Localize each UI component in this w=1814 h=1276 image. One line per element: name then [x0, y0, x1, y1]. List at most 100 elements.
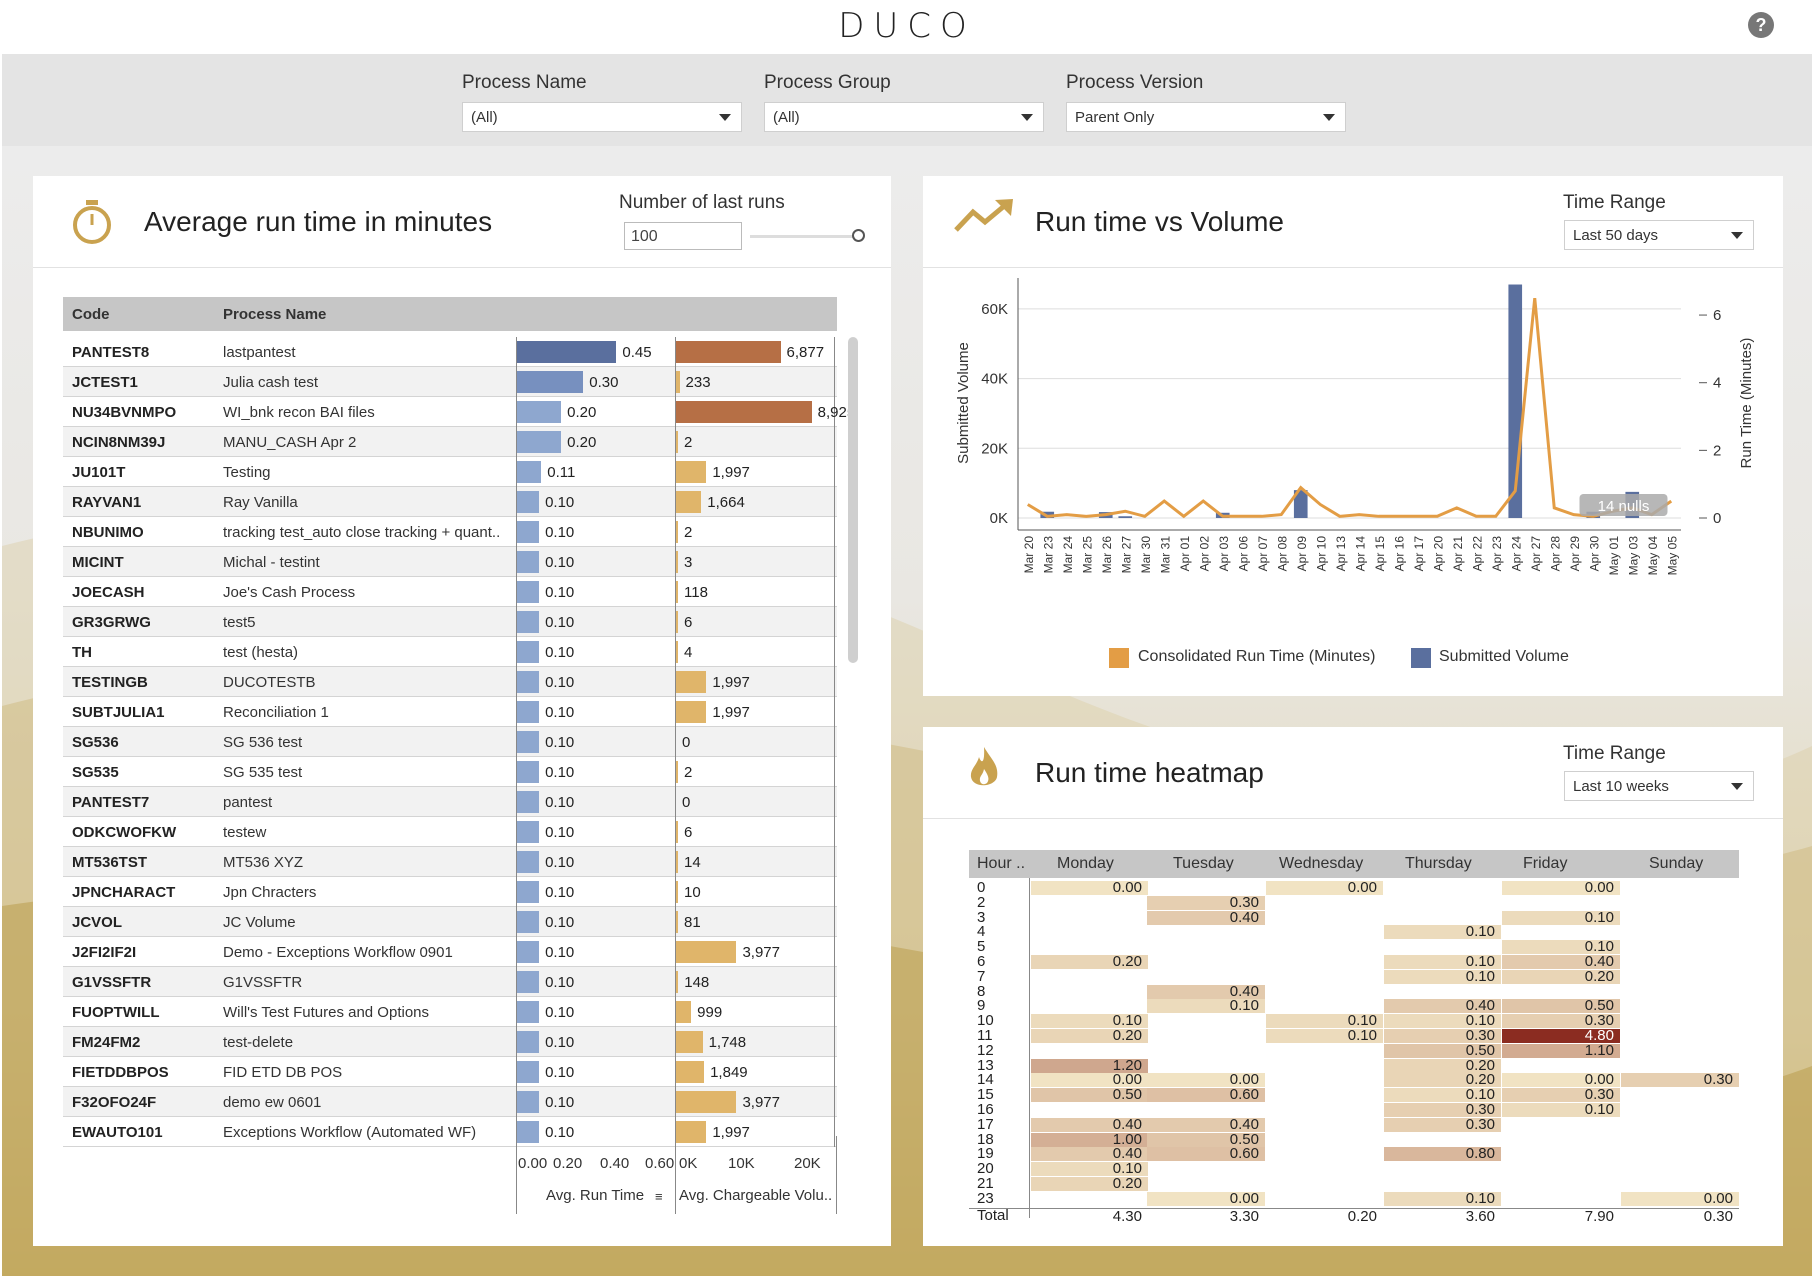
heatmap-day-header[interactable]: Tuesday	[1173, 855, 1234, 872]
table-row[interactable]: FUOPTWILL Will's Test Futures and Options…	[63, 997, 837, 1027]
heatmap-cell[interactable]: 0.10	[1384, 1087, 1501, 1103]
heatmap-cell[interactable]: 0.50	[1502, 998, 1620, 1014]
time-range-select[interactable]: Last 50 days	[1564, 220, 1754, 250]
table-row[interactable]: PANTEST7 pantest 0.10 0	[63, 787, 837, 817]
heatmap-cell[interactable]: 4.80	[1502, 1028, 1620, 1043]
table-row[interactable]: JCTEST1 Julia cash test 0.30 233	[63, 367, 837, 397]
table-row[interactable]: GR3GRWG test5 0.10 6	[63, 607, 837, 637]
table-row[interactable]: FIETDDBPOS FID ETD DB POS 0.10 1,849	[63, 1057, 837, 1087]
table-row[interactable]: RAYVAN1 Ray Vanilla 0.10 1,664	[63, 487, 837, 517]
process-group-select[interactable]: (All)	[764, 102, 1044, 132]
heatmap-cell[interactable]: 0.30	[1384, 1117, 1501, 1132]
heatmap-cell[interactable]: 0.20	[1502, 969, 1620, 984]
heatmap-cell[interactable]: 0.10	[1502, 939, 1620, 955]
runs-input[interactable]: 100	[624, 222, 742, 250]
heatmap-cell[interactable]: 0.50	[1031, 1087, 1148, 1103]
heatmap-cell[interactable]: 0.00	[1502, 1072, 1620, 1088]
heatmap-cell[interactable]: 0.30	[1621, 1072, 1739, 1088]
heatmap-cell[interactable]: 1.20	[1031, 1058, 1148, 1073]
sort-icon[interactable]: ≡	[655, 1189, 663, 1204]
table-row[interactable]: NBUNIMO tracking test_auto close tracking…	[63, 517, 837, 547]
table-row[interactable]: NU34BVNMPO WI_bnk recon BAI files 0.20 8,92…	[63, 397, 855, 427]
heatmap-range-select[interactable]: Last 10 weeks	[1564, 771, 1754, 801]
heatmap-cell[interactable]: 0.00	[1031, 1072, 1148, 1088]
column-header-code[interactable]: Code	[72, 306, 110, 323]
heatmap-cell[interactable]: 0.10	[1384, 969, 1501, 984]
heatmap-cell[interactable]: 0.50	[1147, 1132, 1265, 1147]
table-row[interactable]: TH test (hesta) 0.10 4	[63, 637, 837, 667]
heatmap-cell[interactable]: 0.00	[1621, 1191, 1739, 1206]
table-row[interactable]: SG535 SG 535 test 0.10 2	[63, 757, 837, 787]
heatmap-cell[interactable]: 0.20	[1384, 1072, 1501, 1088]
heatmap-cell[interactable]: 0.40	[1147, 984, 1265, 999]
process-version-select[interactable]: Parent Only	[1066, 102, 1346, 132]
heatmap-cell[interactable]: 0.10	[1502, 1102, 1620, 1117]
heatmap-cell[interactable]: 0.00	[1502, 880, 1620, 895]
table-row[interactable]: MICINT Michal - testint 0.10 3	[63, 547, 837, 577]
heatmap-day-header[interactable]: Friday	[1523, 855, 1568, 872]
table-row[interactable]: PANTEST8 lastpantest 0.45 6,877	[63, 337, 837, 367]
runs-slider-handle[interactable]	[852, 229, 865, 242]
heatmap-cell[interactable]: 0.20	[1031, 954, 1148, 969]
heatmap-cell[interactable]: 0.60	[1147, 1146, 1265, 1162]
table-row[interactable]: JCVOL JC Volume 0.10 81	[63, 907, 837, 937]
heatmap-cell[interactable]: 0.10	[1384, 1191, 1501, 1206]
heatmap-cell[interactable]: 0.40	[1147, 1117, 1265, 1132]
heatmap-cell[interactable]: 1.00	[1031, 1132, 1148, 1147]
heatmap-day-header[interactable]: Monday	[1057, 855, 1114, 872]
heatmap-cell[interactable]: 0.40	[1031, 1146, 1148, 1162]
heatmap-cell[interactable]: 0.00	[1147, 1191, 1265, 1206]
table-row[interactable]: EWAUTO101 Exceptions Workflow (Automated …	[63, 1117, 837, 1147]
help-icon[interactable]: ?	[1748, 12, 1774, 38]
heatmap-cell[interactable]: 1.10	[1502, 1043, 1620, 1058]
table-row[interactable]: SUBTJULIA1 Reconciliation 1 0.10 1,997	[63, 697, 837, 727]
table-row[interactable]: F32OFO24F demo ew 0601 0.10 3,977	[63, 1087, 837, 1117]
table-row[interactable]: JU101T Testing 0.11 1,997	[63, 457, 837, 487]
heatmap-cell[interactable]: 0.30	[1502, 1013, 1620, 1029]
heatmap-cell[interactable]: 0.30	[1502, 1087, 1620, 1103]
heatmap-cell[interactable]: 0.30	[1147, 895, 1265, 910]
heatmap-cell[interactable]: 0.10	[1147, 998, 1265, 1014]
heatmap-cell[interactable]: 0.30	[1384, 1102, 1501, 1117]
table-row[interactable]: JOECASH Joe's Cash Process 0.10 118	[63, 577, 837, 607]
table-row[interactable]: MT536TST MT536 XYZ 0.10 14	[63, 847, 837, 877]
heatmap-cell[interactable]: 0.10	[1266, 1028, 1383, 1043]
table-row[interactable]: ODKCWOFKW testew 0.10 6	[63, 817, 837, 847]
table-row[interactable]: JPNCHARACT Jpn Chracters 0.10 10	[63, 877, 837, 907]
heatmap-cell[interactable]: 0.30	[1384, 1028, 1501, 1043]
nulls-indicator[interactable]	[1579, 494, 1668, 516]
table-row[interactable]: G1VSSFTR G1VSSFTR 0.10 148	[63, 967, 837, 997]
table-row[interactable]: NCIN8NM39J MANU_CASH Apr 2 0.20 2	[63, 427, 837, 457]
heatmap-cell[interactable]: 0.40	[1502, 954, 1620, 969]
heatmap-cell[interactable]: 0.40	[1384, 998, 1501, 1014]
heatmap-cell[interactable]: 0.60	[1147, 1087, 1265, 1103]
heatmap-cell[interactable]: 0.50	[1384, 1043, 1501, 1058]
heatmap-cell[interactable]: 0.00	[1266, 880, 1383, 895]
table-scrollbar[interactable]	[848, 337, 858, 663]
heatmap-cell[interactable]: 0.40	[1031, 1117, 1148, 1132]
heatmap-hour-header[interactable]: Hour ..	[977, 855, 1026, 872]
table-row[interactable]: FM24FM2 test-delete 0.10 1,748	[63, 1027, 837, 1057]
heatmap-cell[interactable]: 0.10	[1266, 1013, 1383, 1029]
heatmap-cell[interactable]: 0.40	[1147, 910, 1265, 925]
heatmap-cell[interactable]: 0.10	[1384, 1013, 1501, 1029]
heatmap-cell[interactable]: 0.10	[1502, 910, 1620, 925]
heatmap-day-header[interactable]: Thursday	[1405, 855, 1472, 872]
heatmap-cell[interactable]: 0.10	[1384, 924, 1501, 940]
column-header-process-name[interactable]: Process Name	[223, 306, 327, 323]
heatmap-cell[interactable]: 0.20	[1384, 1058, 1501, 1073]
heatmap-cell[interactable]: 0.10	[1031, 1161, 1148, 1177]
heatmap-cell[interactable]: 0.10	[1031, 1013, 1148, 1029]
runs-slider-track[interactable]	[750, 235, 858, 238]
heatmap-cell[interactable]: 0.80	[1384, 1146, 1501, 1162]
heatmap-cell[interactable]: 0.00	[1147, 1072, 1265, 1088]
table-row[interactable]: SG536 SG 536 test 0.10 0	[63, 727, 837, 757]
table-row[interactable]: J2FI2IF2I Demo - Exceptions Workflow 0901…	[63, 937, 837, 967]
heatmap-cell[interactable]: 0.20	[1031, 1176, 1148, 1191]
heatmap-cell[interactable]: 0.20	[1031, 1028, 1148, 1043]
process-name-select[interactable]: (All)	[462, 102, 742, 132]
heatmap-cell[interactable]: 0.00	[1031, 880, 1148, 895]
heatmap-day-header[interactable]: Wednesday	[1279, 855, 1364, 872]
heatmap-cell[interactable]: 0.10	[1384, 954, 1501, 969]
table-row[interactable]: TESTINGB DUCOTESTB 0.10 1,997	[63, 667, 837, 697]
